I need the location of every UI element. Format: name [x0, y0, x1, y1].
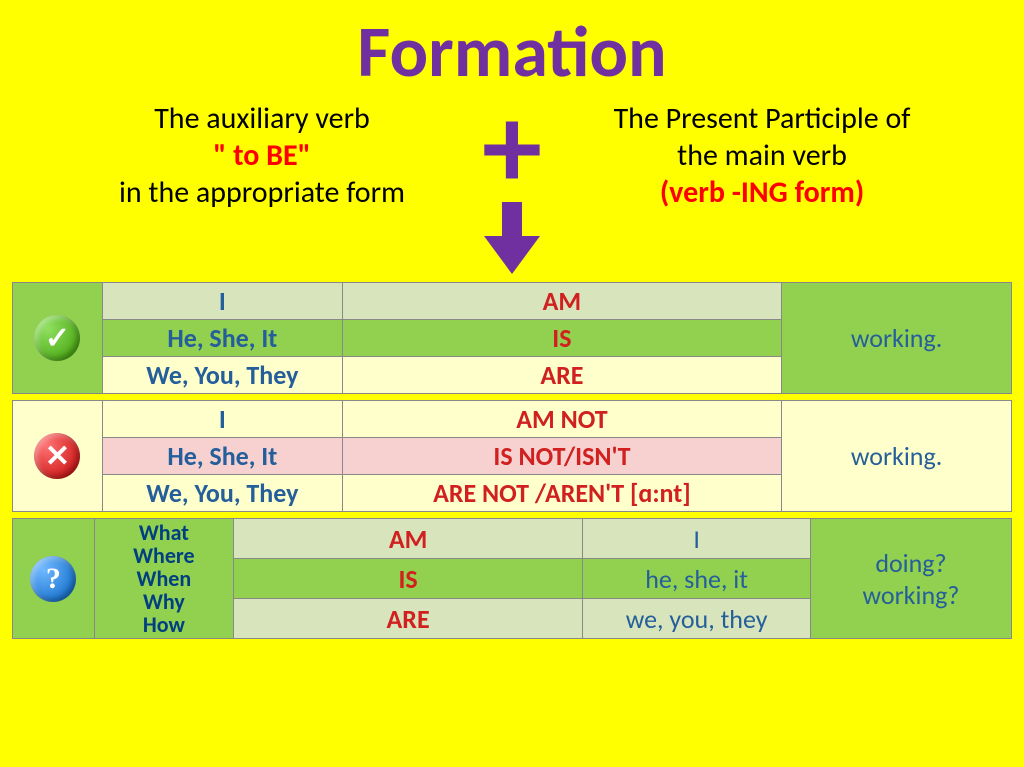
- arrow-down-icon: [482, 202, 542, 274]
- ending-cell: doing? working?: [810, 519, 1011, 639]
- subject-cell: I: [583, 519, 811, 559]
- negative-table: ✕ I AM NOT working. He, She, It IS NOT/I…: [12, 400, 1012, 512]
- table-row: ✓ I AM working.: [13, 283, 1012, 320]
- participle-line1: The Present Participle of the main verb: [592, 100, 932, 174]
- ending-cell: working.: [782, 401, 1012, 512]
- ending-cell: working.: [782, 283, 1012, 394]
- verb-cell: IS NOT/ISN'T: [342, 438, 782, 475]
- verb-cell: ARE NOT /AREN'T [ɑ:nt]: [342, 475, 782, 512]
- subject-cell: We, You, They: [102, 475, 342, 512]
- wh-word: When: [99, 567, 229, 590]
- formation-explainer: The auxiliary verb " to BE" in the appro…: [0, 100, 1024, 274]
- check-icon: ✓: [34, 315, 80, 361]
- negative-icon-cell: ✕: [13, 401, 103, 512]
- subject-cell: He, She, It: [102, 438, 342, 475]
- tables-container: ✓ I AM working. He, She, It IS We, You, …: [0, 282, 1024, 639]
- ending-line: doing?: [815, 547, 1007, 579]
- question-icon: ?: [30, 556, 76, 602]
- ending-line: working?: [815, 579, 1007, 611]
- ving-label: (verb -ING form): [592, 174, 932, 211]
- tobe-label: " to BE": [92, 137, 432, 174]
- question-icon-cell: ?: [13, 519, 95, 639]
- aux-line2: in the appropriate form: [92, 174, 432, 211]
- wh-word: What: [99, 521, 229, 544]
- subject-cell: We, You, They: [102, 357, 342, 394]
- affirmative-icon-cell: ✓: [13, 283, 103, 394]
- wh-word: Why: [99, 590, 229, 613]
- subject-cell: he, she, it: [583, 559, 811, 599]
- verb-cell: ARE: [342, 357, 781, 394]
- verb-cell: IS: [342, 320, 781, 357]
- cross-icon: ✕: [34, 433, 80, 479]
- subject-cell: I: [102, 401, 342, 438]
- aux-line1: The auxiliary verb: [92, 100, 432, 137]
- verb-cell: AM: [233, 519, 582, 559]
- wh-word: How: [99, 613, 229, 636]
- subject-cell: I: [102, 283, 342, 320]
- wh-word: Where: [99, 544, 229, 567]
- plus-icon: +: [482, 100, 542, 196]
- participle-text: The Present Participle of the main verb …: [592, 100, 932, 211]
- wh-words-cell: What Where When Why How: [94, 519, 233, 639]
- plus-and-arrow: +: [452, 100, 572, 274]
- verb-cell: AM: [342, 283, 781, 320]
- question-table: ? What Where When Why How AM I doing? wo…: [12, 518, 1012, 639]
- auxiliary-text: The auxiliary verb " to BE" in the appro…: [92, 100, 432, 211]
- verb-cell: AM NOT: [342, 401, 782, 438]
- verb-cell: IS: [233, 559, 582, 599]
- subject-cell: He, She, It: [102, 320, 342, 357]
- verb-cell: ARE: [233, 599, 582, 639]
- subject-cell: we, you, they: [583, 599, 811, 639]
- table-row: ? What Where When Why How AM I doing? wo…: [13, 519, 1012, 559]
- affirmative-table: ✓ I AM working. He, She, It IS We, You, …: [12, 282, 1012, 394]
- table-row: ✕ I AM NOT working.: [13, 401, 1012, 438]
